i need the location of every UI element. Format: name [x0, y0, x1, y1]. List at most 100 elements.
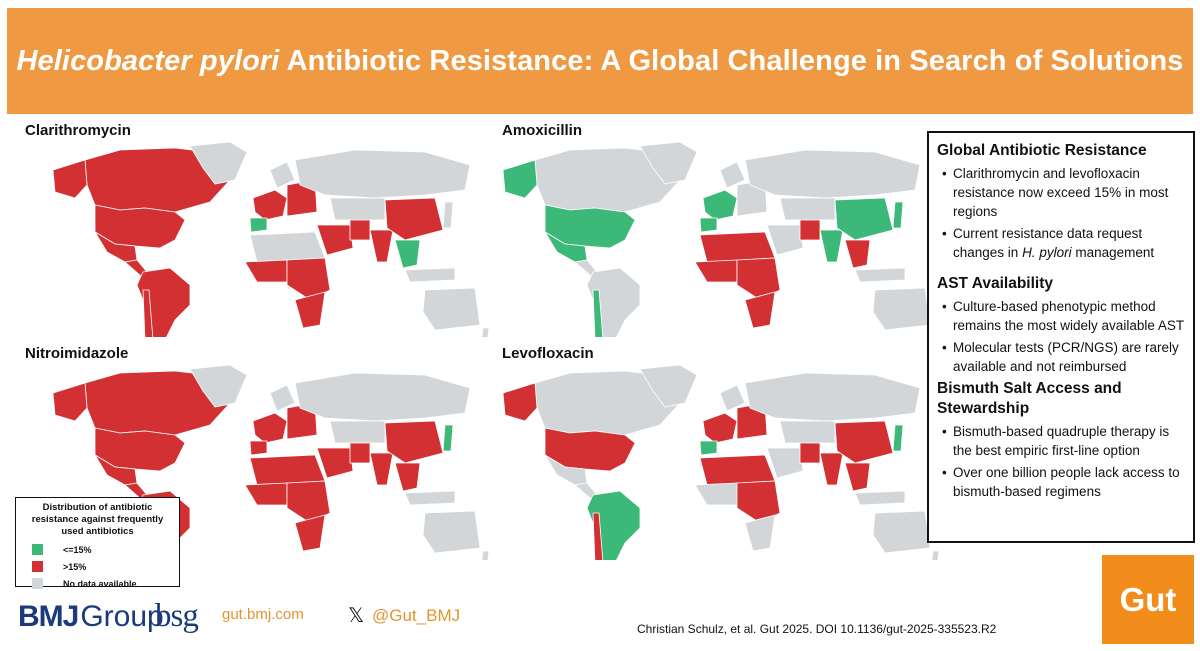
region-west-africa: [244, 482, 288, 506]
region-south-africa: [744, 514, 776, 552]
region-north-africa: [699, 231, 776, 263]
region-alaska: [52, 159, 88, 199]
bullet-list-resistance: Clarithromycin and levofloxacin resistan…: [937, 164, 1185, 262]
legend-title: Distribution of antibiotic resistance ag…: [31, 502, 164, 537]
region-australia: [422, 287, 481, 331]
region-se-asia: [844, 462, 871, 492]
region-scandinavia: [719, 384, 746, 412]
region-new-zealand: [931, 550, 940, 560]
legend-item-nodata: No data available: [22, 578, 173, 589]
bullet-list-ast: Culture-based phenotypic method remains …: [937, 297, 1185, 376]
world-map-clarithromycin: [52, 141, 490, 337]
region-iberia: [249, 217, 268, 233]
region-north-africa: [699, 454, 776, 486]
section-heading-resistance: Global Antibiotic Resistance: [937, 142, 1147, 159]
region-india: [819, 229, 844, 263]
region-western-europe: [252, 189, 288, 221]
region-north-africa: [249, 454, 326, 486]
bsg-logo[interactable]: bsg: [155, 598, 199, 634]
region-australia: [872, 287, 931, 331]
region-western-europe: [252, 412, 288, 444]
region-alaska: [502, 159, 538, 199]
legend-item-high: >15%: [22, 561, 173, 572]
region-iberia: [249, 440, 268, 456]
region-indonesia: [854, 267, 906, 283]
region-western-europe: [702, 412, 738, 444]
region-russia: [294, 372, 471, 422]
region-greenland: [189, 141, 248, 185]
region-west-africa: [694, 259, 738, 283]
region-middle-east: [316, 447, 354, 479]
region-japan: [442, 424, 454, 452]
citation-text: Christian Schulz, et al. Gut 2025. DOI 1…: [637, 622, 997, 636]
region-scandinavia: [719, 161, 746, 189]
section-heading-ast: AST Availability: [937, 275, 1053, 292]
region-alaska: [502, 382, 538, 422]
journal-website-link[interactable]: gut.bmj.com: [222, 606, 304, 623]
region-south-africa: [294, 291, 326, 329]
region-iberia: [699, 440, 718, 456]
region-indonesia: [854, 490, 906, 506]
region-chile: [592, 289, 604, 337]
map-panel-nitroimidazole: Nitroimidazole: [25, 345, 495, 560]
region-west-africa: [244, 259, 288, 283]
bullet-item: Molecular tests (PCR/NGS) are rarely ava…: [937, 338, 1185, 376]
x-logo-icon[interactable]: 𝕏: [348, 605, 365, 627]
region-iran: [799, 217, 821, 241]
social-handle-link[interactable]: @Gut_BMJ: [372, 606, 461, 625]
legend-item-low: <=15%: [22, 544, 173, 555]
region-indonesia: [404, 490, 456, 506]
region-western-europe: [702, 189, 738, 221]
legend-swatch-nodata: [32, 578, 43, 589]
region-middle-east: [766, 447, 804, 479]
region-canada: [84, 370, 231, 436]
legend-swatch-high: [32, 561, 43, 572]
region-japan: [892, 424, 904, 452]
world-map-levofloxacin: [502, 364, 940, 560]
map-panel-amoxicillin: Amoxicillin: [475, 122, 945, 337]
region-chile: [592, 512, 604, 560]
region-canada: [534, 370, 681, 436]
gut-journal-logo[interactable]: Gut: [1102, 555, 1194, 644]
region-greenland: [639, 364, 698, 408]
region-central-asia: [779, 197, 836, 221]
region-australia: [422, 510, 481, 554]
region-west-africa: [694, 482, 738, 506]
region-canada: [84, 147, 231, 213]
region-iran: [799, 440, 821, 464]
region-india: [819, 452, 844, 486]
legend-box: Distribution of antibiotic resistance ag…: [15, 497, 180, 589]
region-greenland: [639, 141, 698, 185]
region-central-asia: [329, 197, 386, 221]
legend-swatch-low: [32, 544, 43, 555]
region-china: [384, 420, 444, 464]
region-russia: [744, 372, 921, 422]
region-scandinavia: [269, 161, 296, 189]
bullet-item: Over one billion people lack access to b…: [937, 463, 1185, 501]
region-scandinavia: [269, 384, 296, 412]
bullet-item: Clarithromycin and levofloxacin resistan…: [937, 164, 1185, 221]
region-china: [384, 197, 444, 241]
region-new-zealand: [481, 327, 490, 337]
region-central-asia: [329, 420, 386, 444]
region-south-africa: [744, 291, 776, 329]
region-new-zealand: [481, 550, 490, 560]
region-china: [834, 420, 894, 464]
region-china: [834, 197, 894, 241]
region-south-africa: [294, 514, 326, 552]
region-se-asia: [394, 239, 421, 269]
region-alaska: [52, 382, 88, 422]
region-greenland: [189, 364, 248, 408]
region-north-africa: [249, 231, 326, 263]
region-india: [369, 452, 394, 486]
region-iberia: [699, 217, 718, 233]
region-central-asia: [779, 420, 836, 444]
region-se-asia: [844, 239, 871, 269]
bmj-group-logo[interactable]: BMJGroup: [18, 600, 164, 633]
bullet-item: Bismuth-based quadruple therapy is the b…: [937, 422, 1185, 460]
world-map-nitroimidazole: [52, 364, 490, 560]
map-title-levofloxacin: Levofloxacin: [502, 345, 594, 362]
map-title-nitroimidazole: Nitroimidazole: [25, 345, 129, 362]
title-banner: Helicobacter pylori Antibiotic Resistanc…: [7, 8, 1193, 114]
region-chile: [142, 289, 154, 337]
